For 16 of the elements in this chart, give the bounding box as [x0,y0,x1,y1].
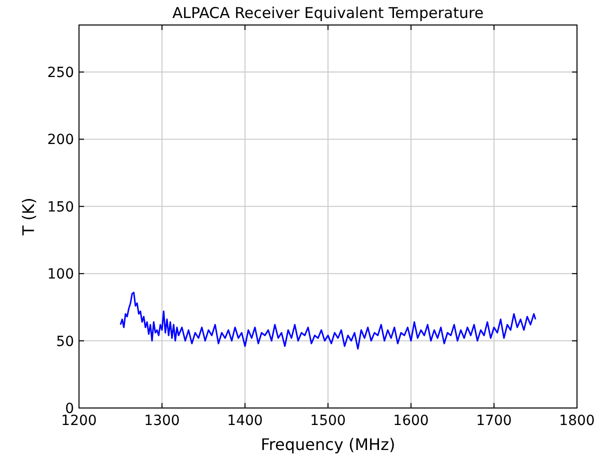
x-tick-label: 1200 [61,413,97,429]
chart-title: ALPACA Receiver Equivalent Temperature [172,4,484,22]
x-axis-title: Frequency (MHz) [260,435,396,454]
y-axis-title: T (K) [19,198,38,236]
x-tick-label: 1800 [559,413,595,429]
x-tick-label: 1500 [310,413,346,429]
y-tick-label: 150 [47,199,74,216]
y-tick-label: 200 [47,132,74,148]
x-tick-label: 1600 [393,413,429,429]
y-tick-label: 250 [47,65,74,82]
y-tick-label: 50 [56,334,74,350]
x-tick-label: 1400 [227,413,263,429]
y-tick-label: 100 [47,266,74,283]
x-tick-label: 1300 [144,413,180,429]
line-series [120,292,536,350]
x-tick-label: 1700 [476,413,512,429]
